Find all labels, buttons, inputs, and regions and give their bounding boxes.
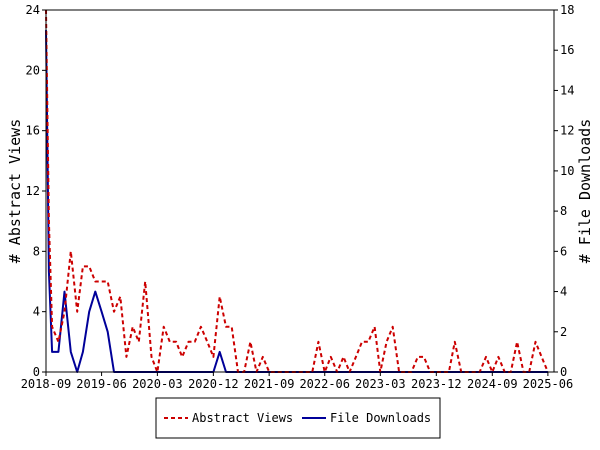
x-tick-label: 2023-03 xyxy=(355,377,406,391)
y-tick-label: 12 xyxy=(26,184,40,198)
x-tick-label: 2020-03 xyxy=(132,377,183,391)
y2-tick-label: 16 xyxy=(560,43,574,57)
series-line-file-downloads xyxy=(45,30,548,373)
x-tick-label: 2022-06 xyxy=(299,377,350,391)
x-tick-label: 2021-09 xyxy=(244,377,295,391)
y-axis-title: # Abstract Views xyxy=(6,119,24,264)
legend-label-abstract-views: Abstract Views xyxy=(192,411,293,425)
legend-label-file-downloads: File Downloads xyxy=(330,411,431,425)
x-tick-label: 2020-12 xyxy=(188,377,239,391)
x-tick-label: 2024-09 xyxy=(467,377,518,391)
x-tick-label: 2025-06 xyxy=(523,377,574,391)
y2-tick-label: 14 xyxy=(560,83,574,97)
y-tick-label: 20 xyxy=(26,63,40,77)
y2-axis-title: # File Downloads xyxy=(576,119,594,264)
y2-tick-label: 0 xyxy=(560,365,567,379)
y-tick-label: 0 xyxy=(33,365,40,379)
x-tick-label: 2023-12 xyxy=(411,377,462,391)
y-tick-label: 16 xyxy=(26,124,40,138)
series-line-abstract-views xyxy=(45,9,549,373)
y2-tick-label: 2 xyxy=(560,325,567,339)
y2-tick-label: 8 xyxy=(560,204,567,218)
series-layer xyxy=(45,9,549,373)
plot-area-frame xyxy=(45,9,555,373)
x-tick-label: 2018-09 xyxy=(21,377,72,391)
y-tick-label: 4 xyxy=(33,305,40,319)
y-tick-label: 8 xyxy=(33,244,40,258)
y2-tick-label: 4 xyxy=(560,285,567,299)
y2-tick-label: 12 xyxy=(560,124,574,138)
y2-tick-label: 10 xyxy=(560,164,574,178)
legend-box xyxy=(155,397,441,439)
x-tick-label: 2019-06 xyxy=(76,377,127,391)
legend: Abstract Views File Downloads xyxy=(155,397,441,439)
y2-tick-label: 6 xyxy=(560,244,567,258)
tick-marks xyxy=(42,9,558,376)
y2-tick-label: 18 xyxy=(560,3,574,17)
y-tick-label: 24 xyxy=(26,3,40,17)
